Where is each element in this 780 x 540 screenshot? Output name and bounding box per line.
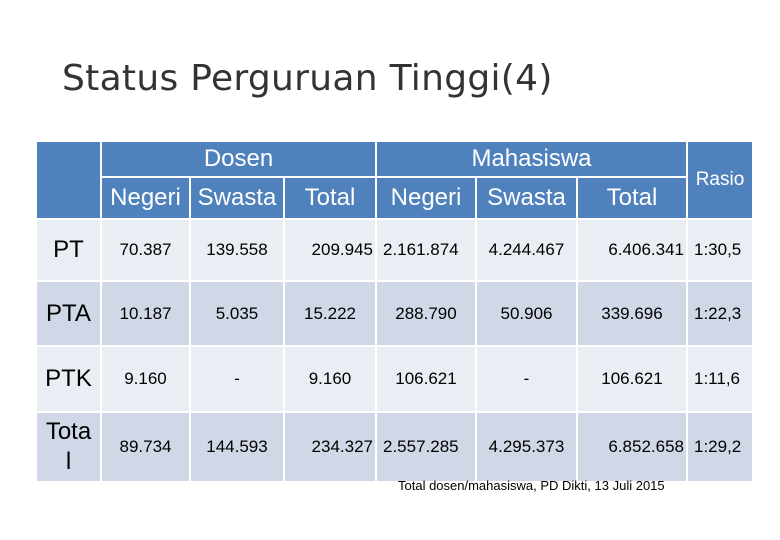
page-title: Status Perguruan Tinggi(4) xyxy=(62,58,553,99)
cell-rasio: 1:29,2 xyxy=(688,413,752,481)
cell-dosen-swasta: 139.558 xyxy=(191,220,283,280)
cell-dosen-swasta: - xyxy=(191,347,283,411)
cell-dosen-swasta: 144.593 xyxy=(191,413,283,481)
table-row: PTK 9.160 - 9.160 106.621 - 106.621 1:11… xyxy=(37,347,752,411)
cell-mhs-total: 6.852.658 xyxy=(578,413,686,481)
data-table: Dosen Mahasiswa Rasio Negeri Swasta Tota… xyxy=(35,140,754,483)
cell-dosen-negeri: 10.187 xyxy=(102,282,189,345)
subheader-mhs-total: Total xyxy=(578,178,686,218)
footnote: Total dosen/mahasiswa, PD Dikti, 13 Juli… xyxy=(398,478,665,493)
cell-dosen-total: 15.222 xyxy=(285,282,375,345)
cell-mhs-swasta: 4.295.373 xyxy=(477,413,576,481)
cell-dosen-total: 9.160 xyxy=(285,347,375,411)
subheader-dosen-negeri: Negeri xyxy=(102,178,189,218)
header-corner-cell xyxy=(37,142,100,218)
subheader-dosen-swasta: Swasta xyxy=(191,178,283,218)
cell-rasio: 1:22,3 xyxy=(688,282,752,345)
table-row: PTA 10.187 5.035 15.222 288.790 50.906 3… xyxy=(37,282,752,345)
cell-mhs-swasta: 4.244.467 xyxy=(477,220,576,280)
cell-dosen-total: 209.945 xyxy=(285,220,375,280)
table-row: PT 70.387 139.558 209.945 2.161.874 4.24… xyxy=(37,220,752,280)
cell-mhs-total: 339.696 xyxy=(578,282,686,345)
subheader-dosen-total: Total xyxy=(285,178,375,218)
row-label: PTK xyxy=(37,347,100,411)
cell-mhs-negeri: 2.557.285 xyxy=(377,413,475,481)
subheader-mhs-swasta: Swasta xyxy=(477,178,576,218)
header-rasio: Rasio xyxy=(688,142,752,218)
cell-dosen-negeri: 89.734 xyxy=(102,413,189,481)
subheader-mhs-negeri: Negeri xyxy=(377,178,475,218)
cell-mhs-negeri: 288.790 xyxy=(377,282,475,345)
cell-dosen-negeri: 70.387 xyxy=(102,220,189,280)
cell-mhs-total: 106.621 xyxy=(578,347,686,411)
row-label: PT xyxy=(37,220,100,280)
cell-mhs-negeri: 2.161.874 xyxy=(377,220,475,280)
header-dosen: Dosen xyxy=(102,142,375,176)
cell-rasio: 1:30,5 xyxy=(688,220,752,280)
header-mahasiswa: Mahasiswa xyxy=(377,142,686,176)
cell-dosen-negeri: 9.160 xyxy=(102,347,189,411)
cell-mhs-negeri: 106.621 xyxy=(377,347,475,411)
table-row: Tota l 89.734 144.593 234.327 2.557.285 … xyxy=(37,413,752,481)
cell-mhs-swasta: 50.906 xyxy=(477,282,576,345)
cell-dosen-total: 234.327 xyxy=(285,413,375,481)
cell-mhs-swasta: - xyxy=(477,347,576,411)
row-label: PTA xyxy=(37,282,100,345)
cell-dosen-swasta: 5.035 xyxy=(191,282,283,345)
row-label: Tota l xyxy=(37,413,100,481)
cell-mhs-total: 6.406.341 xyxy=(578,220,686,280)
cell-rasio: 1:11,6 xyxy=(688,347,752,411)
